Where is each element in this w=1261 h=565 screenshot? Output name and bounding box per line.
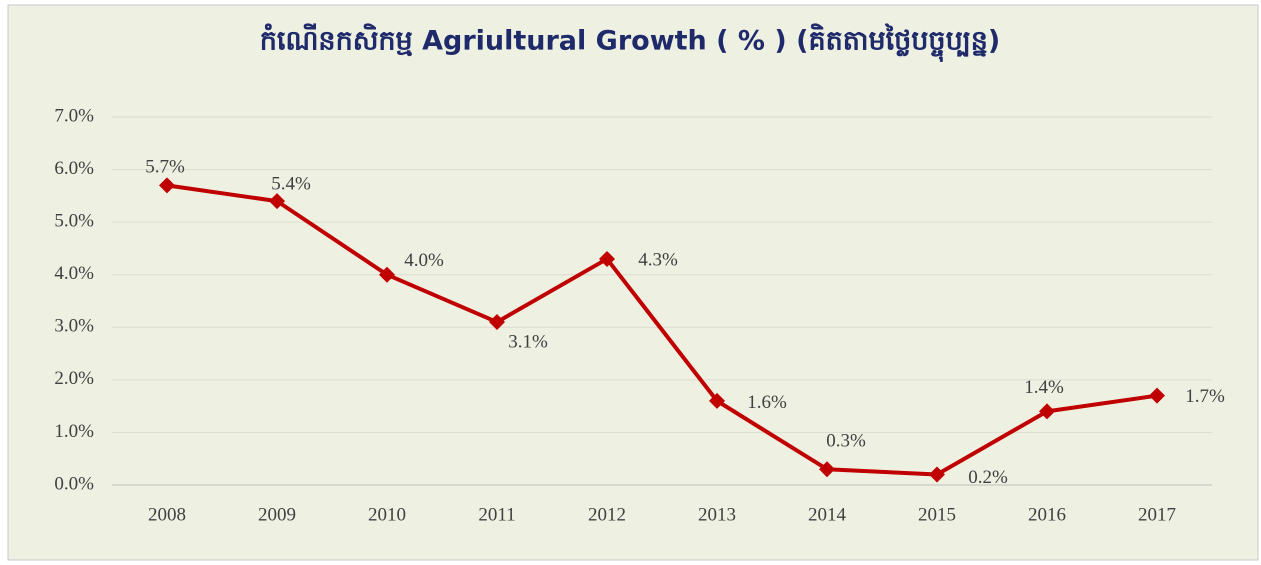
data-label: 4.3% xyxy=(638,249,678,270)
x-tick-label: 2011 xyxy=(478,504,515,525)
x-tick-label: 2017 xyxy=(1138,504,1176,525)
marker xyxy=(379,266,395,283)
x-tick-label: 2016 xyxy=(1028,504,1066,525)
marker xyxy=(599,250,615,267)
marker xyxy=(929,466,945,483)
data-label: 3.1% xyxy=(508,331,548,352)
marker xyxy=(709,392,725,409)
x-tick-label: 2015 xyxy=(918,504,956,525)
data-label: 1.7% xyxy=(1185,386,1225,407)
chart-background xyxy=(7,4,1259,561)
y-tick-label: 6.0% xyxy=(54,158,94,179)
x-tick-label: 2013 xyxy=(698,504,736,525)
x-tick-label: 2008 xyxy=(148,504,186,525)
y-tick-label: 0.0% xyxy=(54,473,94,494)
data-label: 5.4% xyxy=(271,173,311,194)
x-tick-label: 2012 xyxy=(588,504,626,525)
marker xyxy=(1149,387,1165,404)
x-tick-label: 2009 xyxy=(258,504,296,525)
marker xyxy=(819,461,835,478)
x-tick-label: 2014 xyxy=(808,504,847,525)
data-label: 1.4% xyxy=(1024,377,1064,398)
y-tick-label: 5.0% xyxy=(54,211,94,232)
y-tick-label: 7.0% xyxy=(54,105,94,126)
marker xyxy=(1039,403,1055,420)
y-tick-label: 1.0% xyxy=(54,421,94,442)
y-tick-label: 4.0% xyxy=(54,263,94,284)
data-label: 5.7% xyxy=(145,157,185,178)
y-tick-label: 3.0% xyxy=(54,316,94,337)
data-label: 4.0% xyxy=(404,250,444,271)
marker xyxy=(269,193,285,210)
data-label: 1.6% xyxy=(747,392,787,413)
data-label: 0.3% xyxy=(826,431,866,452)
marker xyxy=(159,177,175,194)
y-tick-label: 2.0% xyxy=(54,368,94,389)
line xyxy=(166,183,1158,477)
data-label: 0.2% xyxy=(968,467,1008,488)
chart-title: កំណើនកសិកម្ម Agriultural Growth ( % ) (គ… xyxy=(260,23,1000,63)
x-tick-label: 2010 xyxy=(368,504,406,525)
marker xyxy=(489,314,505,331)
